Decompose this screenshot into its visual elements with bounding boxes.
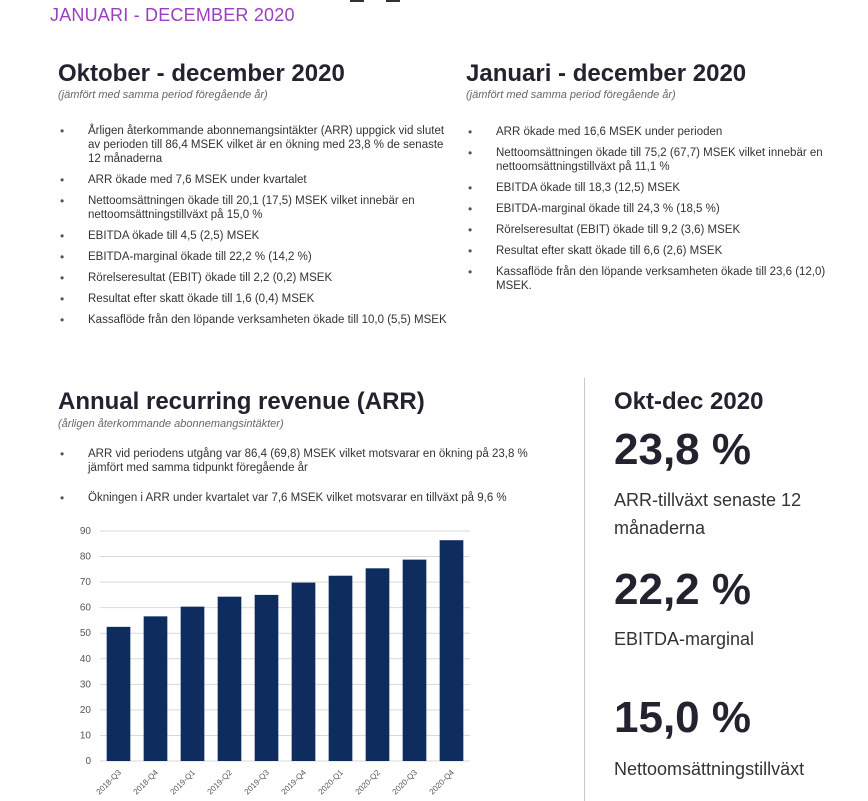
- year-subtitle: (jämfört med samma period föregående år): [466, 89, 676, 101]
- bar: [143, 616, 168, 761]
- list-item: Kassaflöde från den löpande verksamheten…: [58, 313, 450, 327]
- list-item: Resultat efter skatt ökade till 1,6 (0,4…: [58, 292, 450, 306]
- kpi-label-ebitda-margin: EBITDA-marginal: [614, 629, 755, 649]
- year-bullet-list: ARR ökade med 16,6 MSEK under perioden N…: [466, 125, 856, 300]
- bar: [180, 606, 205, 761]
- list-item: ARR ökade med 16,6 MSEK under perioden: [466, 125, 856, 139]
- bar: [291, 582, 316, 761]
- y-tick-label: 70: [80, 577, 92, 588]
- bar: [106, 626, 131, 761]
- x-tick-label: 2019-Q2: [206, 768, 235, 797]
- quarter-bullet-list: Årligen återkommande abonnemangsintäkter…: [58, 124, 450, 334]
- list-item: EBITDA ökade till 4,5 (2,5) MSEK: [58, 229, 450, 243]
- section-divider: [584, 378, 585, 801]
- kpi-title: Okt-dec 2020: [614, 388, 764, 415]
- bar: [254, 594, 279, 761]
- y-tick-label: 50: [80, 628, 92, 639]
- arr-bullet-list: ARR vid periodens utgång var 86,4 (69,8)…: [58, 447, 558, 512]
- list-item: ARR ökade med 7,6 MSEK under kvartalet: [58, 173, 450, 187]
- top-marks: [350, 0, 410, 4]
- list-item: Rörelseresultat (EBIT) ökade till 9,2 (3…: [466, 223, 856, 237]
- x-tick-label: 2020-Q2: [354, 768, 383, 797]
- arr-subtitle: (årligen återkommande abonnemangsintäkte…: [58, 418, 284, 430]
- x-tick-label: 2020-Q3: [391, 768, 420, 797]
- report-period: JANUARI - DECEMBER 2020: [50, 5, 295, 25]
- x-tick-label: 2020-Q4: [428, 768, 457, 797]
- x-tick-label: 2018-Q3: [95, 768, 124, 797]
- y-tick-label: 10: [80, 730, 92, 741]
- arr-bar-chart: 0 10 20 30 40 50 60 70 80 90 2018-Q3 2018-Q4 2019-Q1…: [80, 526, 470, 797]
- bar: [328, 575, 353, 761]
- y-tick-label: 80: [80, 552, 92, 563]
- quarter-subtitle: (jämfört med samma period föregående år): [58, 89, 268, 101]
- kpi-value-revenue-growth: 15,0 %: [614, 693, 751, 742]
- list-item: Nettoomsättningen ökade till 20,1 (17,5)…: [58, 194, 450, 222]
- list-item: Resultat efter skatt ökade till 6,6 (2,6…: [466, 244, 856, 258]
- bar: [365, 568, 390, 761]
- y-tick-label: 90: [80, 526, 92, 537]
- bar: [402, 559, 427, 761]
- list-item: EBITDA ökade till 18,3 (12,5) MSEK: [466, 181, 856, 195]
- list-item: Årligen återkommande abonnemangsintäkter…: [58, 124, 450, 166]
- y-tick-label: 20: [80, 705, 92, 716]
- y-tick-label: 0: [85, 756, 91, 767]
- list-item: ARR vid periodens utgång var 86,4 (69,8)…: [58, 447, 558, 475]
- quarter-title: Oktober - december 2020: [58, 60, 345, 87]
- x-tick-label: 2018-Q4: [132, 768, 161, 797]
- kpi-value-arr-growth: 23,8 %: [614, 425, 751, 474]
- list-item: Rörelseresultat (EBIT) ökade till 2,2 (0…: [58, 271, 450, 285]
- kpi-label-arr-growth: ARR-tillväxt senaste 12 månaderna: [614, 490, 802, 538]
- arr-title: Annual recurring revenue (ARR): [58, 388, 425, 415]
- kpi-label-revenue-growth: Nettoomsättningstillväxt: [614, 759, 805, 779]
- x-tick-label: 2019-Q3: [243, 768, 272, 797]
- y-tick-label: 40: [80, 654, 92, 665]
- x-tick-label: 2019-Q1: [169, 768, 198, 797]
- list-item: Ökningen i ARR under kvartalet var 7,6 M…: [58, 491, 558, 505]
- list-item: EBITDA-marginal ökade till 24,3 % (18,5 …: [466, 202, 856, 216]
- list-item: Nettoomsättningen ökade till 75,2 (67,7)…: [466, 146, 856, 174]
- list-item: Kassaflöde från den löpande verksamheten…: [466, 265, 856, 293]
- x-tick-label: 2020-Q1: [317, 768, 346, 797]
- y-tick-label: 60: [80, 603, 92, 614]
- list-item: EBITDA-marginal ökade till 22,2 % (14,2 …: [58, 250, 450, 264]
- bar: [439, 540, 464, 761]
- y-tick-label: 30: [80, 679, 92, 690]
- kpi-value-ebitda-margin: 22,2 %: [614, 565, 751, 614]
- x-tick-label: 2019-Q4: [280, 768, 309, 797]
- bar: [217, 596, 242, 761]
- year-title: Januari - december 2020: [466, 60, 747, 87]
